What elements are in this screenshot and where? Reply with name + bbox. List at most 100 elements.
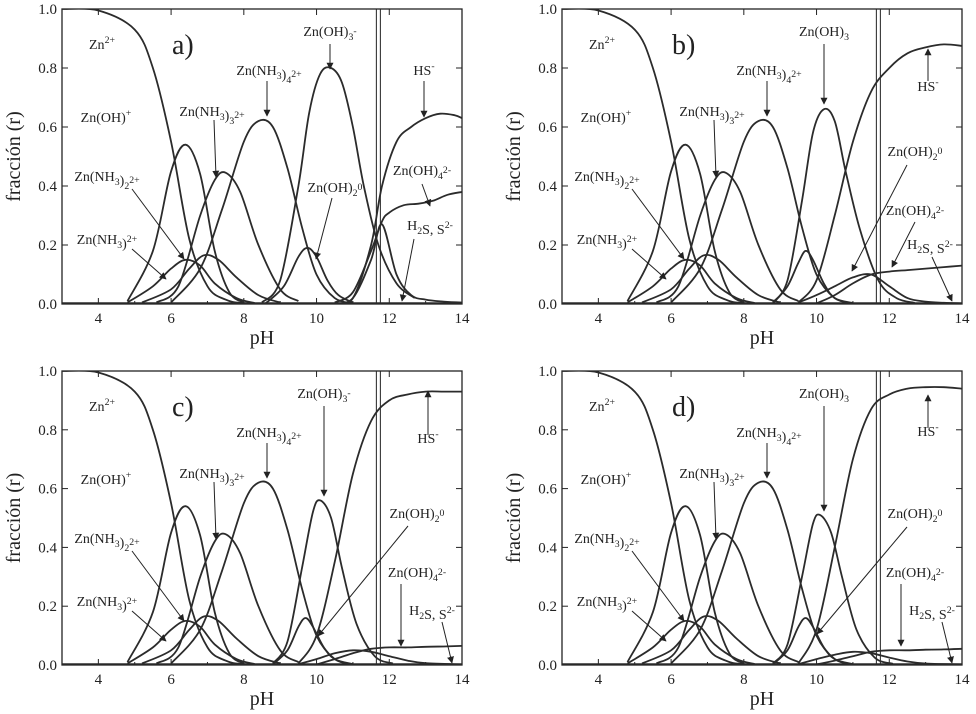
series-line xyxy=(562,371,781,665)
panel-label: d) xyxy=(672,392,695,423)
x-tick-label: 6 xyxy=(167,672,175,688)
species-annotation: HS- xyxy=(417,429,438,447)
annotation-arrow xyxy=(712,481,720,540)
y-tick-label: 0.2 xyxy=(38,238,57,254)
y-tick-label: 0.8 xyxy=(538,423,557,439)
series-line xyxy=(126,143,245,304)
annotation-arrow xyxy=(399,238,415,302)
species-annotation: H2S, S2- xyxy=(409,604,455,623)
y-tick-label: 0.8 xyxy=(38,423,57,439)
series-line xyxy=(641,253,781,304)
x-tick-label: 4 xyxy=(595,311,603,327)
series-line xyxy=(670,480,854,665)
series-line xyxy=(626,505,745,665)
species-annotation: Zn(NH3)22+ xyxy=(74,532,140,554)
x-tick-label: 12 xyxy=(882,311,897,327)
species-annotation: Zn(NH3)32+ xyxy=(179,467,245,489)
annotation-arrow xyxy=(421,183,432,207)
species-annotation: H2S, S2- xyxy=(907,238,953,257)
species-annotation: H2S, S2- xyxy=(407,219,453,238)
species-annotation: Zn2+ xyxy=(589,397,615,415)
species-annotation: Zn(NH3)42+ xyxy=(736,426,802,448)
series-line xyxy=(170,480,354,665)
series-line xyxy=(62,371,281,665)
species-annotation: Zn(OH)20 xyxy=(888,507,943,525)
species-annotation: HS- xyxy=(917,422,938,440)
y-axis-label: fracción (r) xyxy=(503,111,525,202)
plot-frame xyxy=(61,8,463,305)
annotation-arrow xyxy=(131,248,167,280)
x-tick-label: 10 xyxy=(809,672,824,688)
species-annotation: Zn(NH3)2+ xyxy=(577,233,638,252)
species-annotation: Zn(OH)3- xyxy=(303,25,356,43)
panel-label: c) xyxy=(172,392,194,423)
panel-label: b) xyxy=(672,30,695,61)
x-axis-label: pH xyxy=(750,327,774,349)
y-tick-label: 0.2 xyxy=(538,599,557,615)
series-line xyxy=(126,505,245,665)
series-line xyxy=(626,143,745,304)
species-annotation: Zn(NH3)22+ xyxy=(74,170,140,192)
series-line xyxy=(772,513,894,665)
y-axis-label: fracción (r) xyxy=(3,111,25,202)
species-annotation: Zn(OH)+ xyxy=(581,470,632,488)
annotation-arrow xyxy=(891,221,916,268)
annotation-arrow xyxy=(712,119,720,178)
x-tick-label: 14 xyxy=(455,311,471,327)
series-line xyxy=(655,171,799,304)
species-annotation: Zn(NH3)42+ xyxy=(736,64,802,86)
species-annotation: Zn(NH3)2+ xyxy=(77,233,138,252)
species-annotation: Zn(NH3)2+ xyxy=(77,595,138,614)
species-annotation: Zn(OH)42- xyxy=(393,164,451,182)
y-tick-label: 1.0 xyxy=(538,364,557,380)
species-annotation: Zn(NH3)42+ xyxy=(236,426,302,448)
y-tick-label: 0.8 xyxy=(38,61,57,77)
y-tick-label: 0.6 xyxy=(38,120,57,136)
series-line xyxy=(816,647,962,665)
annotation-arrow xyxy=(131,610,167,642)
y-axis-label: fracción (r) xyxy=(3,473,25,564)
series-line xyxy=(141,615,281,665)
series-line xyxy=(334,112,462,304)
y-tick-label: 0.6 xyxy=(538,482,557,498)
x-tick-label: 8 xyxy=(240,311,248,327)
y-tick-label: 0.0 xyxy=(38,297,57,313)
series-line xyxy=(272,499,394,665)
annotation-arrow xyxy=(941,621,954,664)
x-axis-label: pH xyxy=(750,688,774,710)
series-line xyxy=(772,617,854,665)
y-tick-label: 1.0 xyxy=(38,2,57,18)
y-tick-label: 0.0 xyxy=(538,658,557,674)
series-line xyxy=(261,66,416,304)
species-annotation: Zn(NH3)22+ xyxy=(574,170,640,192)
chart-panel: 4 6 8 10 12 14 0.0 0.2 0.4 0.6 0.8 1.0 pH fracción (r… xyxy=(3,364,470,710)
x-tick-label: 6 xyxy=(667,311,675,327)
y-tick-label: 0.0 xyxy=(538,297,557,313)
series-line xyxy=(797,386,962,664)
series-line xyxy=(298,649,462,665)
x-tick-label: 14 xyxy=(955,672,971,688)
annotation-arrow xyxy=(631,188,685,260)
species-annotation: Zn(OH)20 xyxy=(308,181,363,199)
series-line xyxy=(627,619,755,665)
y-tick-label: 0.2 xyxy=(538,238,557,254)
x-tick-label: 10 xyxy=(309,311,324,327)
series-line xyxy=(816,264,962,304)
series-line xyxy=(127,619,255,665)
y-tick-label: 0.2 xyxy=(38,599,57,615)
chart-panel: 4 6 8 10 12 14 0.0 0.2 0.4 0.6 0.8 1.0 pH fracción (r… xyxy=(503,364,970,710)
y-tick-label: 0.4 xyxy=(538,540,557,556)
x-tick-label: 14 xyxy=(955,311,971,327)
series-line xyxy=(562,9,781,304)
x-tick-label: 10 xyxy=(809,311,824,327)
y-tick-label: 0.6 xyxy=(38,482,57,498)
series-line xyxy=(798,650,962,665)
x-axis-label: pH xyxy=(250,688,274,710)
series-line xyxy=(316,645,462,665)
series-line xyxy=(627,258,755,304)
y-tick-label: 0.0 xyxy=(38,658,57,674)
annotation-arrow xyxy=(212,481,220,540)
species-annotation: Zn2+ xyxy=(589,35,615,53)
series-line xyxy=(334,191,462,304)
annotation-arrow xyxy=(212,119,220,178)
